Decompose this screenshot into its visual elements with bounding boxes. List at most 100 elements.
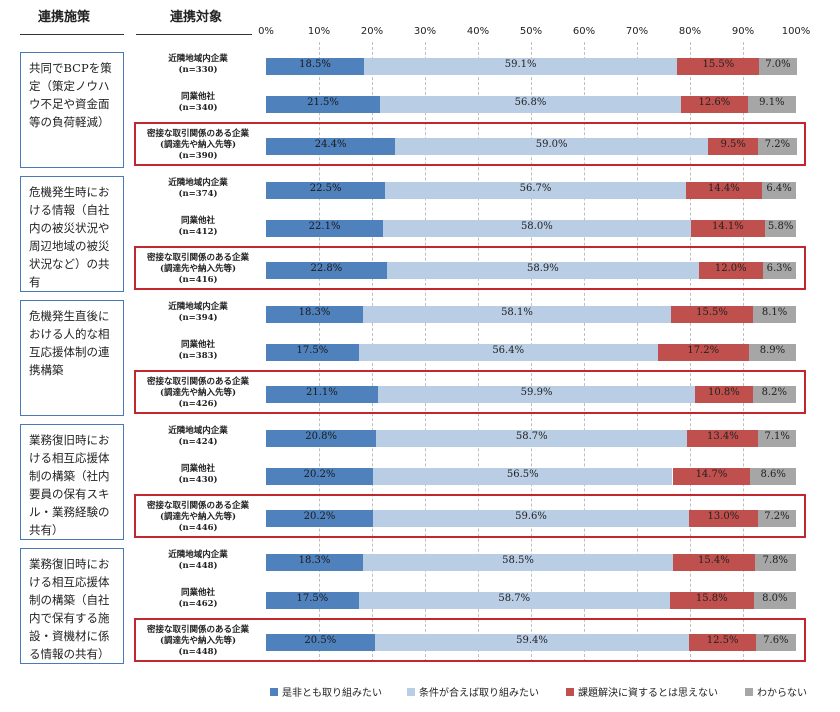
header-underline-policy: [20, 34, 124, 35]
data-label: 59.6%: [515, 511, 547, 522]
bar-segment-no: [695, 385, 753, 403]
bar-segment-conditional: [374, 633, 690, 651]
data-label: 14.7%: [695, 469, 728, 480]
row-label-line: 近隣地域内企業: [168, 302, 228, 312]
x-tick-label: 20%: [360, 26, 384, 37]
row-label-line: (n=426): [178, 398, 218, 409]
data-label: 5.8%: [767, 221, 794, 232]
x-tick-label: 50%: [519, 26, 543, 37]
bar-segment-no: [699, 261, 763, 279]
highlight-box: [134, 618, 806, 662]
legend-swatch: [745, 687, 753, 696]
policy-box: 危機発生直後における人的な相互応援体制の連携構築: [20, 300, 124, 416]
legend-item: 是非とも取り組みたい: [270, 684, 382, 699]
data-label: 8.1%: [761, 307, 788, 318]
row-label: 同業他社 (n=462): [138, 588, 258, 610]
bar-segment-no: [708, 137, 759, 155]
bar-segment-unknown: [757, 509, 796, 527]
bar-segment-yes: [266, 95, 380, 113]
data-label: 58.5%: [502, 555, 534, 566]
legend-item: 課題解決に資するとは思えない: [566, 684, 718, 699]
bar-segment-conditional: [386, 261, 699, 279]
row-label-line: 同業他社: [180, 588, 215, 598]
policy-box: 業務復旧時における相互応援体制の構築（自社内で保有する施設・資機材に係る情報の共…: [20, 548, 124, 664]
bar-segment-conditional: [377, 385, 696, 403]
data-label: 59.1%: [504, 59, 537, 70]
x-tick-label: 0%: [258, 26, 274, 37]
row-label-line: 密接な取引関係のある企業: [146, 252, 249, 263]
header-underline-target: [136, 34, 252, 35]
bar-segment-unknown: [758, 137, 797, 155]
bar-segment-yes: [266, 57, 365, 75]
row-label: 密接な取引関係のある企業 (調達先や納入先等) (n=446): [138, 501, 258, 534]
row-label-line: 密接な取引関係のある企業: [146, 624, 249, 635]
data-label: 17.2%: [687, 345, 720, 356]
bar-segment-no: [672, 467, 751, 485]
bar-segment-yes: [266, 137, 396, 155]
bar-segment-yes: [266, 219, 384, 237]
legend-swatch: [566, 687, 574, 696]
highlight-box: [134, 370, 806, 414]
data-label: 8.0%: [762, 593, 788, 604]
data-label: 17.5%: [296, 593, 329, 604]
bar-segment-yes: [266, 467, 374, 485]
data-label: 6.3%: [766, 263, 792, 274]
data-label: 9.5%: [720, 139, 746, 150]
data-label: 7.1%: [764, 431, 790, 442]
legend-item: 条件が合えば取り組みたい: [407, 684, 539, 699]
header-target: 連携対象: [170, 10, 223, 25]
bar-segment-no: [673, 553, 755, 571]
row-label-line: 密接な取引関係のある企業: [146, 376, 249, 387]
row-label: 近隣地域内企業 (n=330): [138, 54, 258, 76]
row-label-line: 近隣地域内企業: [168, 178, 228, 188]
data-label: 56.5%: [506, 469, 539, 480]
bar-segment-conditional: [358, 343, 658, 361]
bar-segment-unknown: [750, 467, 796, 485]
data-label: 59.0%: [535, 139, 568, 150]
row-label-line: (n=340): [178, 103, 218, 113]
bar-segment-no: [677, 57, 760, 75]
data-label: 18.3%: [298, 555, 331, 566]
data-label: 12.6%: [698, 97, 731, 108]
data-label: 9.1%: [759, 97, 785, 108]
bar-segment-conditional: [385, 181, 686, 199]
row-label-line: 近隣地域内企業: [168, 550, 228, 560]
bar-segment-unknown: [759, 57, 797, 75]
bar-segment-no: [689, 633, 756, 651]
data-label: 13.0%: [707, 511, 740, 522]
data-label: 20.5%: [304, 635, 337, 646]
legend-item: わからない: [745, 684, 807, 699]
row-label-line: (n=448): [178, 561, 218, 571]
row-label: 密接な取引関係のある企業 (調達先や納入先等) (n=390): [138, 129, 258, 162]
data-label: 18.5%: [299, 59, 331, 70]
x-tick-label: 80%: [678, 26, 702, 37]
data-label: 13.4%: [706, 431, 739, 442]
bar-segment-no: [687, 429, 759, 447]
row-label: 同業他社 (n=383): [138, 340, 258, 362]
bar-segment-conditional: [376, 429, 688, 447]
data-label: 59.9%: [520, 387, 553, 398]
bar-segment-unknown: [748, 343, 796, 361]
bar-segment-conditional: [358, 591, 670, 609]
bar-segment-unknown: [753, 305, 796, 323]
data-label: 21.5%: [307, 97, 339, 108]
header-policy: 連携施策: [38, 10, 91, 25]
bar-segment-no: [690, 219, 766, 237]
data-label: 7.6%: [763, 635, 789, 646]
highlight-box: [134, 246, 806, 290]
data-label: 14.4%: [708, 183, 740, 194]
x-tick-label: 60%: [572, 26, 596, 37]
row-label-line: 同業他社: [180, 340, 215, 350]
bar-segment-yes: [266, 343, 359, 361]
row-label: 近隣地域内企業 (n=424): [138, 426, 258, 448]
bar-segment-yes: [266, 305, 363, 323]
bar-segment-no: [670, 305, 754, 323]
row-label-line: (n=330): [178, 65, 218, 75]
row-label-line: (n=412): [178, 227, 218, 237]
row-label: 近隣地域内企業 (n=374): [138, 178, 258, 200]
data-label: 22.5%: [309, 183, 342, 194]
row-label-line: 同業他社: [180, 216, 215, 226]
policy-box: 共同でBCPを策定（策定ノウハウ不足や資金面等の負荷軽減）: [20, 52, 124, 168]
data-label: 8.9%: [759, 345, 786, 356]
data-label: 7.2%: [764, 511, 790, 522]
